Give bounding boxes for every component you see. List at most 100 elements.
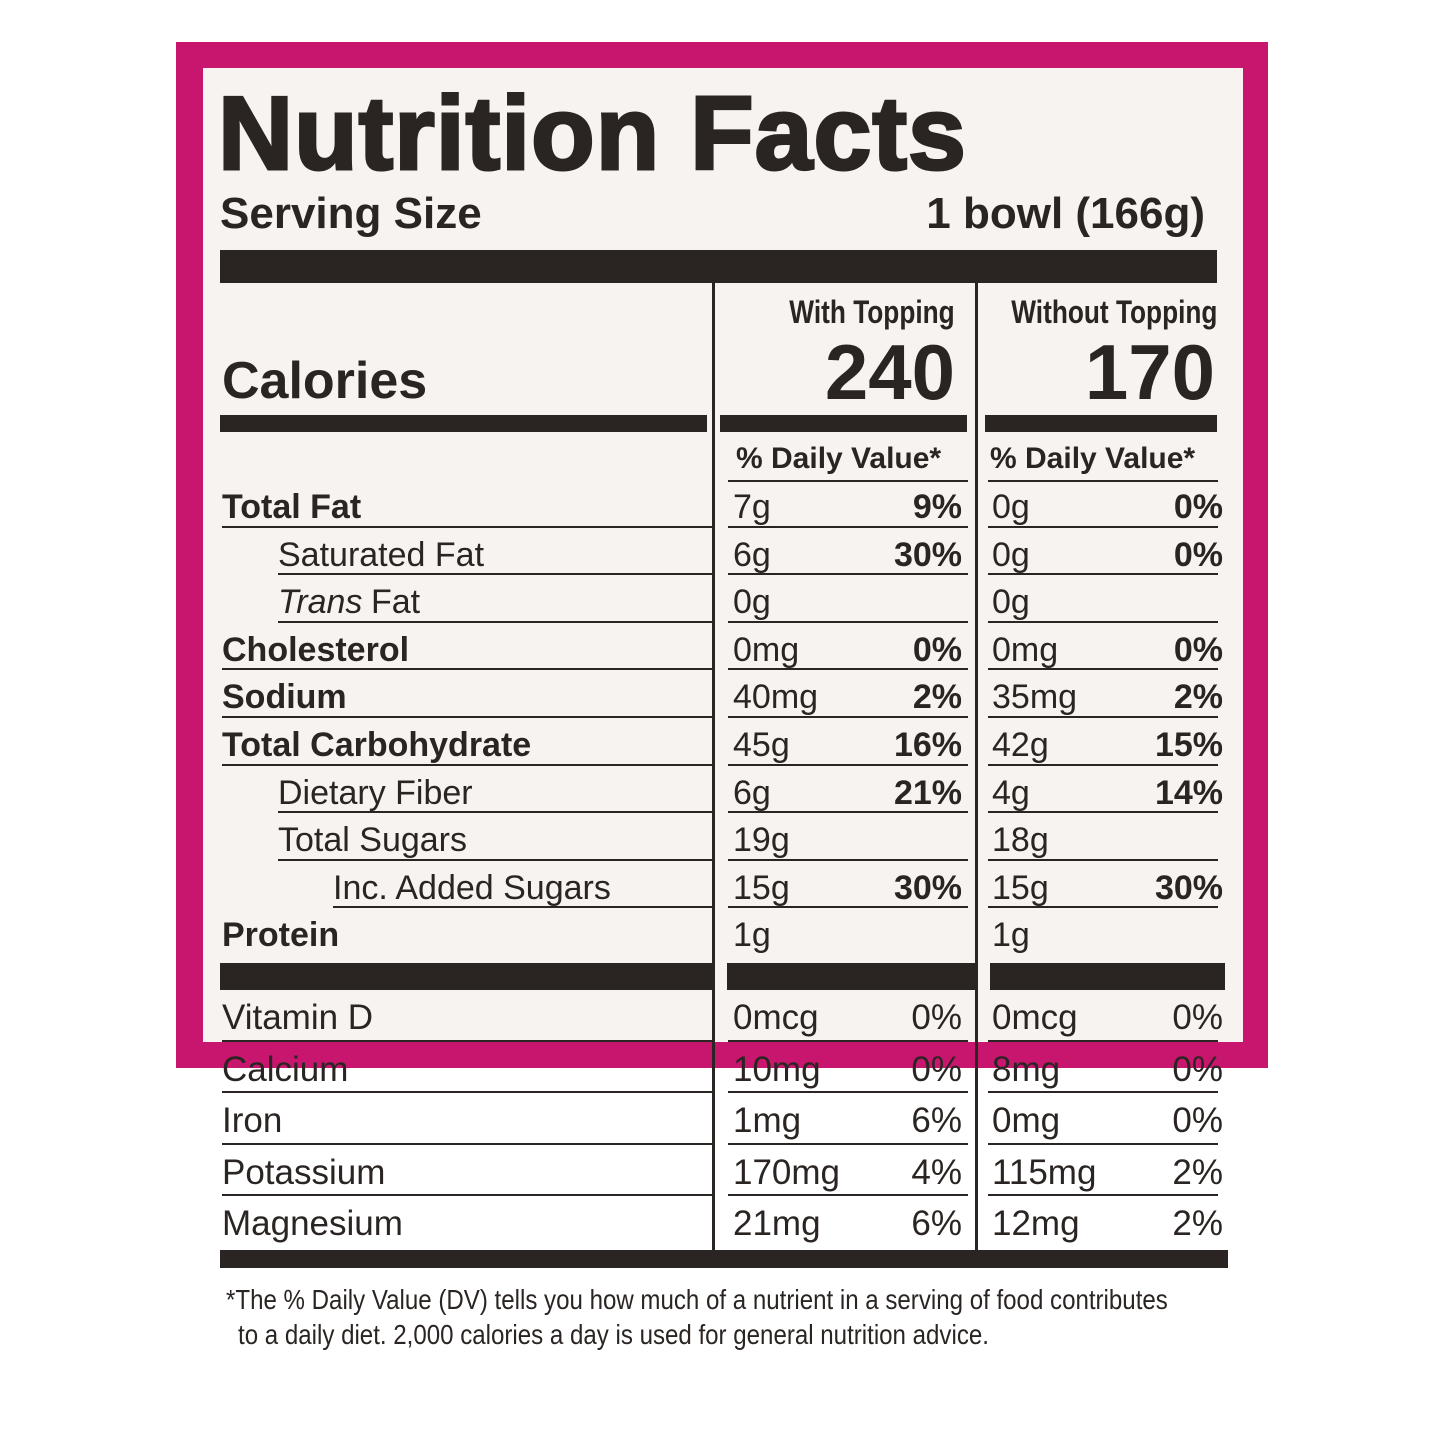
serving-value: 1 bowl (166g)	[926, 189, 1205, 238]
row-rule	[728, 1091, 968, 1093]
row-rule	[222, 1142, 712, 1145]
column-divider	[712, 283, 715, 1251]
amount: 15g	[733, 868, 790, 907]
thick-bar	[990, 963, 1225, 990]
percent: 9%	[912, 488, 962, 526]
percent: 0%	[1172, 1049, 1223, 1089]
title: Nutrition Facts	[217, 76, 968, 192]
row-rule	[988, 1142, 1218, 1145]
percent: 2%	[1173, 678, 1223, 717]
row-rule	[333, 906, 712, 909]
nutrient-name: Inc. Added Sugars	[333, 868, 611, 907]
row-rule	[222, 1194, 712, 1196]
column-heading: Without Topping	[1010, 294, 1217, 330]
row-rule	[728, 811, 968, 814]
row-rule	[278, 811, 712, 814]
row-rule	[728, 1142, 968, 1145]
row-rule	[988, 480, 1218, 482]
label-panel	[203, 68, 1243, 1042]
row-rule	[728, 1194, 968, 1196]
row-rule	[728, 480, 968, 482]
row-rule	[222, 525, 712, 528]
percent: 0%	[1173, 488, 1223, 526]
row-rule	[728, 573, 968, 576]
medium-bar	[985, 415, 1217, 432]
percent: 16%	[893, 726, 962, 764]
footnote: to a daily diet. 2,000 calories a day is…	[238, 1319, 989, 1350]
nutrient-name: Total Carbohydrate	[222, 726, 532, 764]
amount: 8mg	[992, 1049, 1061, 1089]
row-rule	[988, 525, 1218, 528]
percent: 30%	[893, 535, 962, 574]
percent: 0%	[1172, 998, 1223, 1037]
amount: 4g	[992, 773, 1030, 812]
amount: 115mg	[992, 1152, 1097, 1192]
serving-label: Serving Size	[220, 189, 482, 238]
amount: 19g	[733, 821, 790, 860]
row-rule	[278, 858, 712, 861]
amount: 21mg	[733, 1204, 821, 1243]
percent: 30%	[893, 868, 962, 907]
row-rule	[728, 858, 968, 861]
row-rule	[278, 573, 712, 576]
calories-value: 170	[1084, 328, 1215, 416]
nutrient-name: Vitamin D	[222, 998, 374, 1037]
row-rule	[222, 716, 712, 718]
column-heading: With Topping	[789, 294, 955, 330]
medium-bar	[220, 415, 707, 432]
nutrient-name: Sodium	[222, 678, 347, 717]
amount: 170mg	[733, 1152, 841, 1192]
percent: 2%	[1172, 1204, 1223, 1243]
row-rule	[988, 763, 1218, 766]
row-rule	[222, 668, 712, 671]
percent: 0%	[1172, 1101, 1223, 1140]
row-rule	[988, 620, 1218, 623]
percent: 6%	[911, 1204, 962, 1243]
row-rule	[988, 668, 1218, 671]
percent: 2%	[912, 678, 962, 717]
row-rule	[988, 811, 1218, 814]
row-rule	[278, 620, 712, 623]
percent: 0%	[911, 998, 962, 1037]
amount: 0mg	[992, 630, 1059, 669]
percent: 0%	[1173, 630, 1223, 669]
nutrient-name: Iron	[222, 1101, 283, 1140]
column-divider	[975, 283, 978, 1251]
amount: 15g	[992, 868, 1049, 907]
nutrient-name: Magnesium	[222, 1204, 403, 1243]
thick-bar	[220, 250, 1217, 283]
amount: 1g	[992, 916, 1030, 955]
row-rule	[988, 858, 1218, 861]
amount: 1mg	[733, 1101, 802, 1140]
row-rule	[988, 906, 1218, 909]
medium-bar	[720, 415, 967, 432]
nutrient-name: Cholesterol	[222, 630, 410, 669]
row-rule	[728, 1039, 968, 1042]
row-rule	[988, 573, 1218, 576]
row-rule	[988, 1194, 1218, 1196]
thick-bar	[220, 963, 712, 990]
amount: 0mg	[992, 1101, 1061, 1140]
amount: 0mg	[733, 630, 800, 669]
calories-value: 240	[824, 328, 955, 416]
percent: 2%	[1172, 1152, 1223, 1192]
row-rule	[728, 525, 968, 528]
amount: 0mcg	[992, 998, 1078, 1037]
amount: 42g	[992, 726, 1049, 764]
amount: 18g	[992, 821, 1049, 860]
row-rule	[728, 668, 968, 671]
row-rule	[728, 763, 968, 766]
amount: 0g	[992, 535, 1030, 574]
thick-bar	[220, 1250, 1228, 1268]
footnote: *The % Daily Value (DV) tells you how mu…	[226, 1284, 1168, 1315]
row-rule	[222, 1091, 712, 1093]
row-rule	[728, 620, 968, 623]
amount: 0g	[733, 583, 771, 622]
amount: 7g	[733, 488, 771, 526]
amount: 6g	[733, 535, 771, 574]
row-rule	[728, 906, 968, 909]
nutrient-name: Protein	[222, 916, 340, 955]
row-rule	[988, 1091, 1218, 1093]
percent: 21%	[893, 773, 962, 812]
